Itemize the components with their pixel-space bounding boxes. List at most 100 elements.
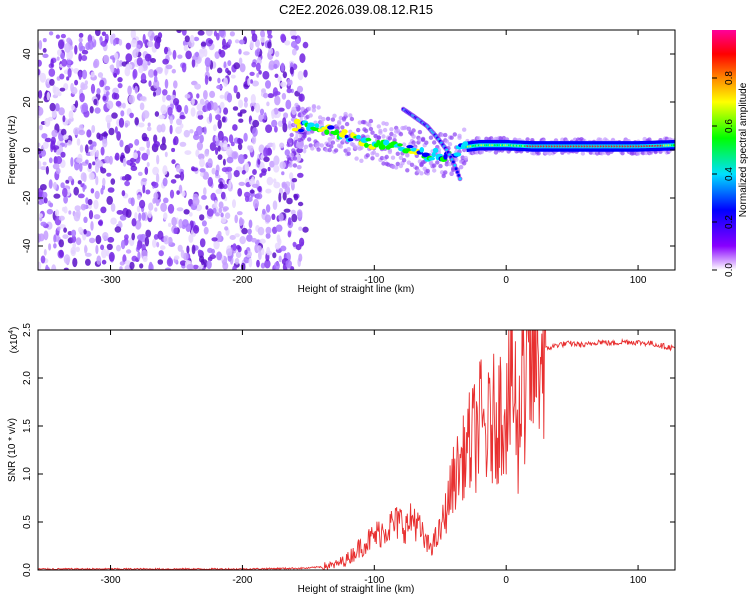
noise-blob bbox=[273, 91, 281, 96]
signal-halo bbox=[432, 140, 437, 145]
noise-blob bbox=[38, 124, 43, 131]
noise-blob bbox=[106, 100, 114, 110]
noise-blob bbox=[84, 80, 89, 86]
noise-blob bbox=[100, 40, 107, 47]
noise-blob bbox=[217, 154, 223, 161]
noise-blob bbox=[83, 184, 87, 190]
noise-blob bbox=[129, 112, 134, 119]
noise-blob bbox=[97, 72, 104, 78]
signal-halo bbox=[444, 162, 449, 167]
noise-blob bbox=[157, 259, 164, 265]
noise-blob bbox=[66, 37, 72, 44]
noise-blob bbox=[164, 78, 169, 89]
snr-frame bbox=[37, 329, 676, 571]
noise-blob bbox=[134, 117, 139, 126]
noise-blob bbox=[184, 150, 192, 156]
signal-halo bbox=[452, 132, 457, 137]
noise-blob bbox=[200, 171, 204, 177]
noise-blob bbox=[255, 193, 263, 200]
noise-blob bbox=[192, 264, 200, 270]
noise-blob bbox=[150, 58, 156, 63]
signal-halo bbox=[498, 136, 503, 141]
signal-halo bbox=[620, 151, 625, 156]
noise-blob bbox=[256, 72, 260, 78]
noise-blob bbox=[137, 234, 144, 241]
signal-halo bbox=[327, 147, 332, 153]
signal-patch bbox=[341, 129, 348, 135]
noise-blob bbox=[61, 58, 68, 67]
signal-halo bbox=[432, 168, 437, 173]
signal-halo bbox=[303, 144, 309, 149]
noise-blob bbox=[236, 91, 241, 99]
branch-core bbox=[458, 177, 462, 181]
noise-blob bbox=[206, 260, 212, 270]
noise-blob bbox=[128, 94, 135, 104]
noise-blob bbox=[70, 104, 75, 111]
noise-blob bbox=[117, 83, 123, 89]
noise-blob bbox=[174, 174, 181, 179]
noise-blob bbox=[280, 62, 285, 72]
noise-blob bbox=[38, 142, 41, 148]
noise-blob bbox=[128, 143, 134, 149]
signal-halo bbox=[395, 151, 400, 156]
snr-y-tick-label: 2.5 bbox=[22, 323, 33, 337]
noise-blob bbox=[146, 162, 150, 167]
signal-halo bbox=[406, 160, 412, 165]
noise-blob bbox=[106, 172, 112, 177]
noise-blob bbox=[203, 226, 209, 235]
noise-blob bbox=[118, 117, 125, 128]
noise-blob bbox=[214, 135, 219, 142]
noise-blob bbox=[63, 206, 68, 214]
noise-blob bbox=[42, 141, 49, 149]
noise-blob bbox=[265, 124, 273, 133]
noise-blob bbox=[49, 102, 56, 112]
noise-blob bbox=[219, 101, 225, 109]
signal-halo bbox=[308, 113, 313, 118]
noise-blob bbox=[159, 143, 167, 151]
noise-blob bbox=[63, 69, 69, 75]
noise-blob bbox=[94, 190, 100, 200]
noise-blob bbox=[258, 186, 262, 193]
noise-blob bbox=[233, 62, 241, 70]
signal-halo bbox=[476, 136, 481, 141]
noise-blob bbox=[232, 124, 238, 131]
noise-blob bbox=[125, 42, 132, 50]
signal-patch bbox=[410, 147, 417, 152]
noise-blob bbox=[99, 79, 105, 88]
noise-blob bbox=[193, 36, 200, 42]
signal-halo bbox=[329, 144, 334, 149]
noise-blob bbox=[262, 208, 266, 215]
noise-blob bbox=[241, 227, 248, 235]
noise-blob bbox=[268, 47, 274, 55]
signal-halo bbox=[438, 163, 443, 169]
noise-blob bbox=[213, 239, 220, 250]
noise-blob bbox=[296, 165, 302, 170]
noise-blob bbox=[139, 263, 144, 269]
noise-blob bbox=[274, 95, 281, 106]
noise-blob bbox=[63, 195, 68, 204]
noise-blob bbox=[222, 158, 226, 166]
noise-blob bbox=[302, 41, 309, 49]
noise-blob bbox=[78, 226, 83, 233]
noise-blob bbox=[88, 210, 94, 220]
noise-blob bbox=[272, 200, 278, 210]
noise-blob bbox=[251, 183, 259, 188]
noise-blob bbox=[248, 257, 253, 268]
noise-blob bbox=[85, 159, 89, 164]
noise-blob bbox=[110, 64, 115, 73]
noise-blob bbox=[162, 89, 168, 96]
signal-halo bbox=[299, 141, 304, 147]
noise-blob bbox=[94, 107, 101, 114]
noise-blob bbox=[175, 126, 183, 134]
noise-blob bbox=[286, 197, 293, 205]
noise-blob bbox=[62, 134, 69, 140]
colorbar-ticks: 0.0 0.2 0.4 0.6 0.8 bbox=[712, 71, 735, 277]
noise-blob bbox=[38, 40, 43, 50]
spectrogram-x-tick-label: -200 bbox=[232, 275, 252, 286]
noise-blob bbox=[274, 242, 281, 250]
noise-blob bbox=[138, 65, 144, 74]
noise-blob bbox=[209, 90, 216, 98]
noise-blob bbox=[233, 170, 240, 178]
noise-blob bbox=[169, 116, 173, 125]
